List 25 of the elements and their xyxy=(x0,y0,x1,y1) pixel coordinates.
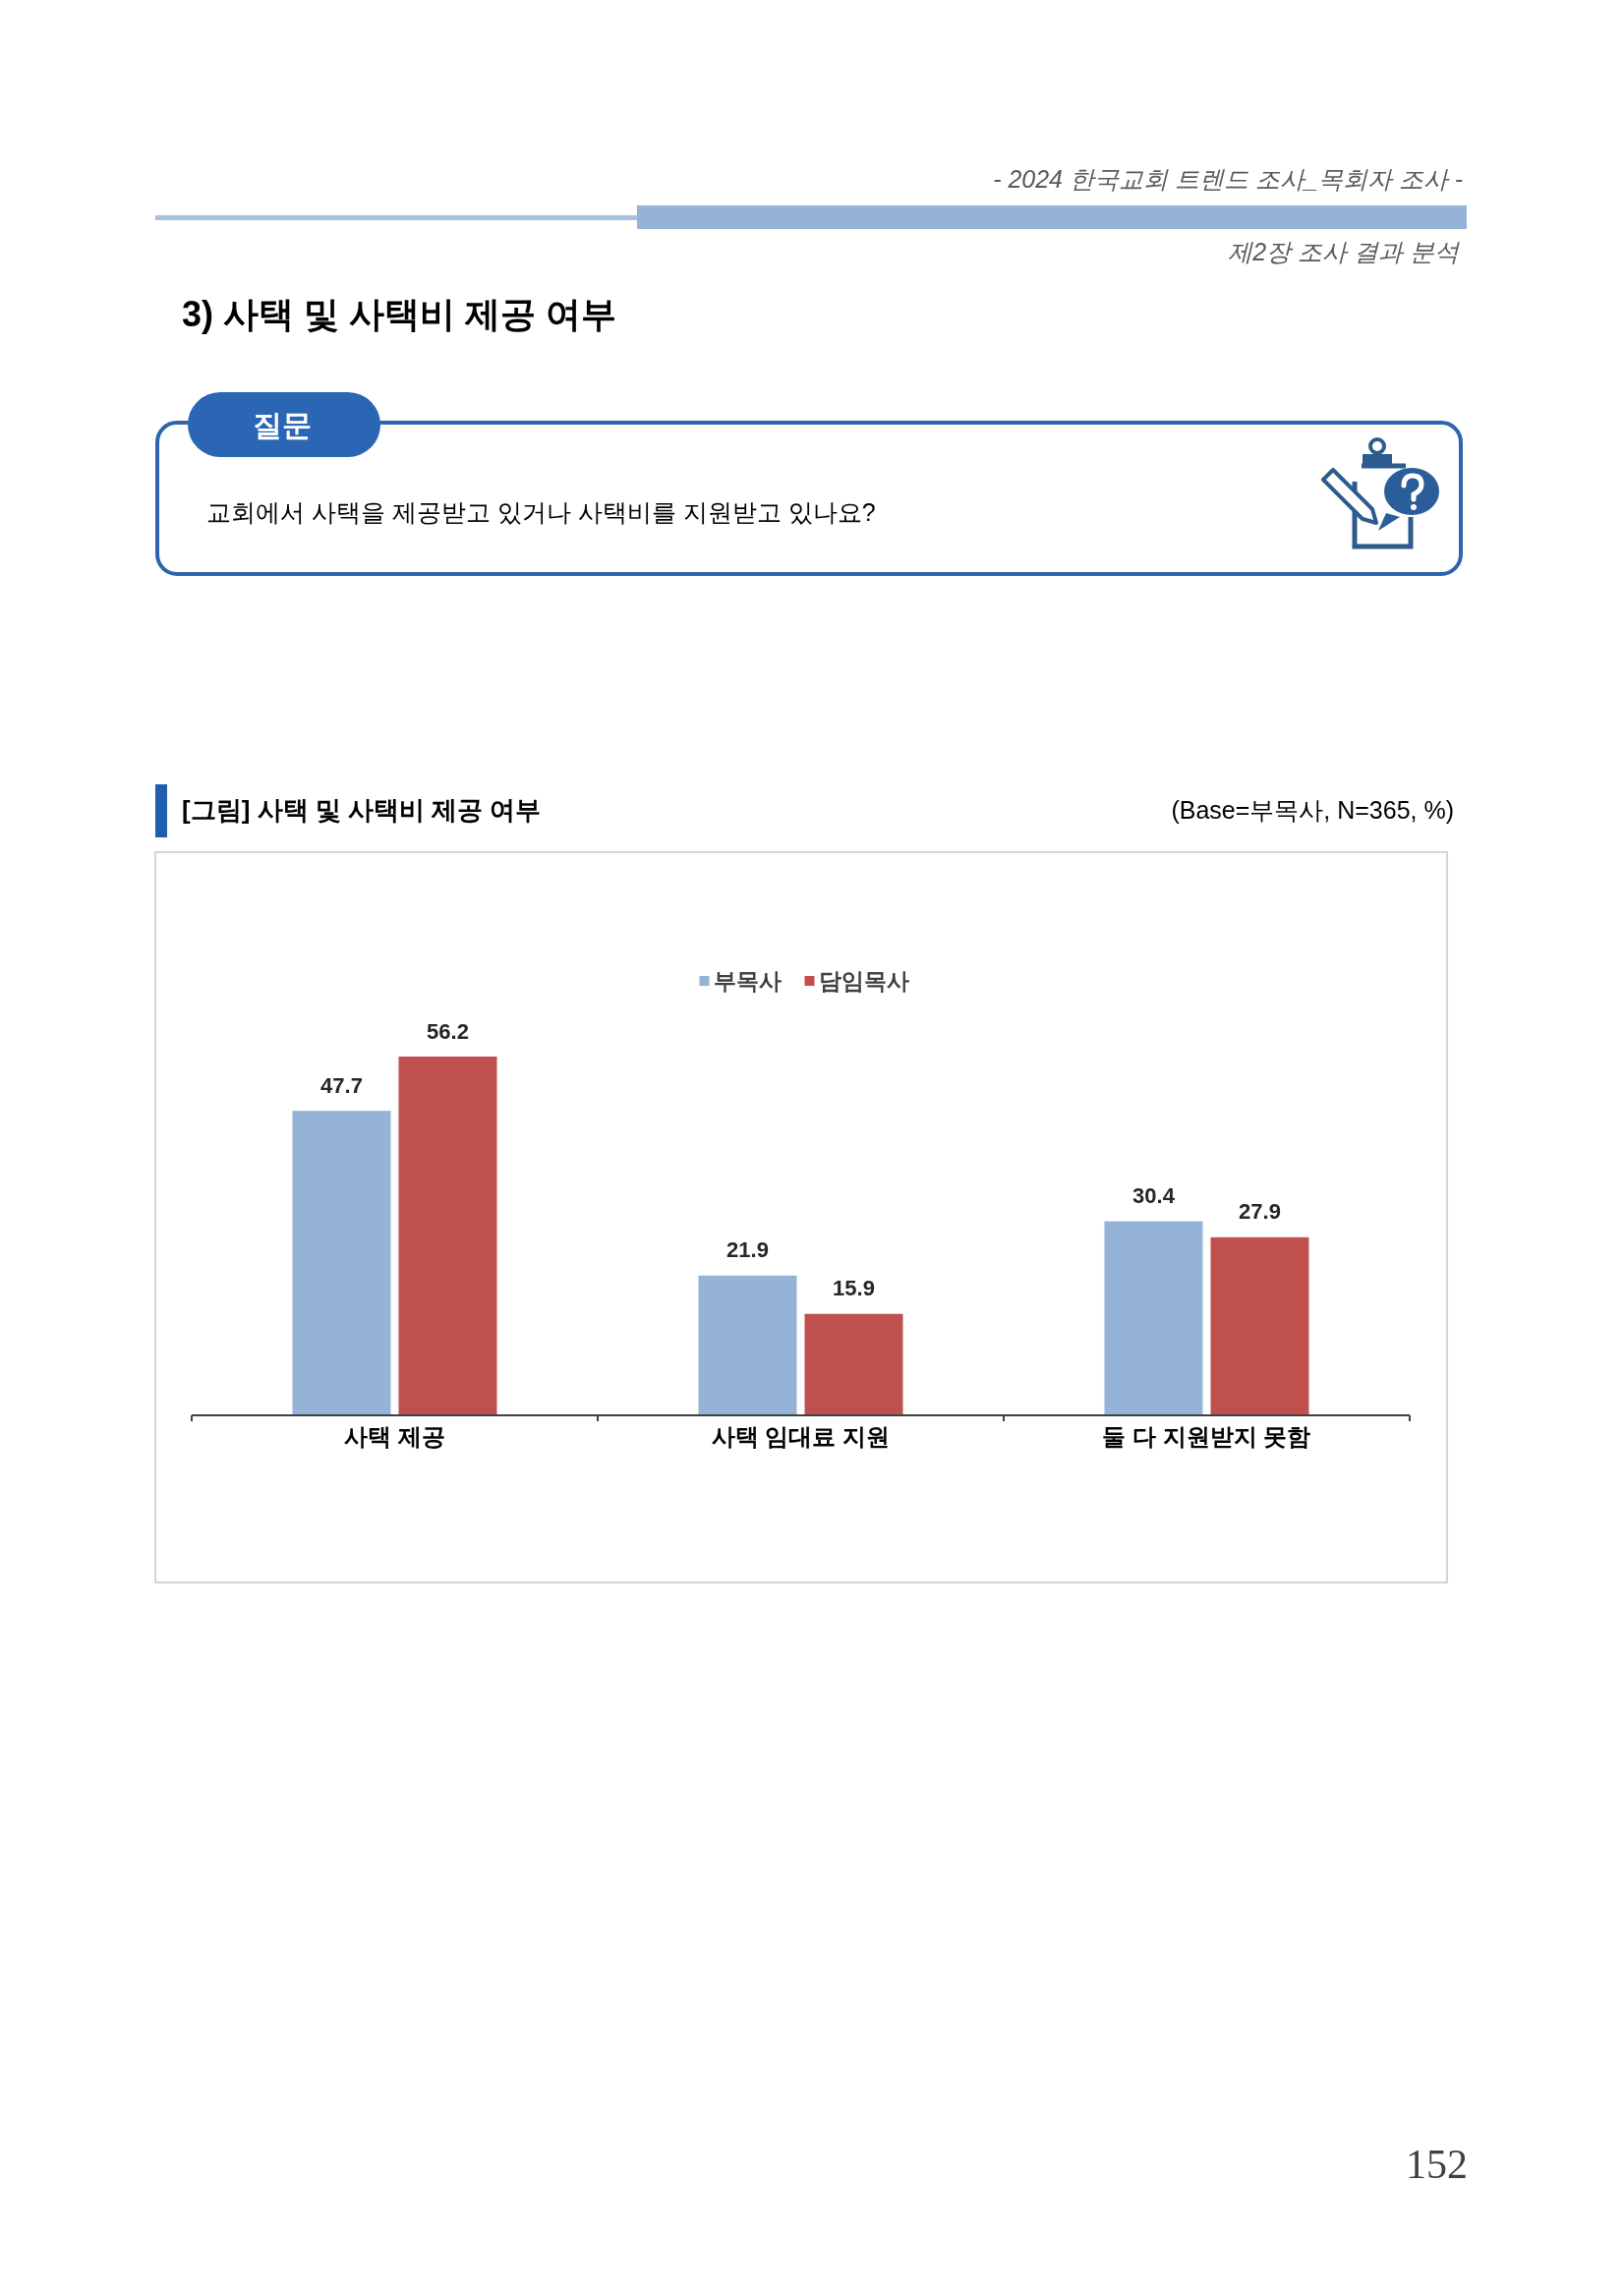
data-label: 27.9 xyxy=(1239,1199,1281,1225)
data-label: 56.2 xyxy=(427,1018,469,1044)
legend-label: 담임목사 xyxy=(818,968,909,994)
text: 교회에서 사택을 제공받고 있거나 사택비를 지원받고 있나요? xyxy=(206,498,876,526)
data-label: 30.4 xyxy=(1132,1183,1176,1209)
x-tick-label: 사택 임대료 지원 xyxy=(711,1422,891,1450)
chart-title: [그림] 사택 및 사택비 제공 여부 xyxy=(182,795,542,825)
data-label: 15.9 xyxy=(833,1276,875,1301)
bar xyxy=(292,1111,391,1415)
text: 제2장 조사 결과 분석 xyxy=(1228,238,1460,265)
text: 3) 사택 및 사택비 제공 여부 xyxy=(182,293,617,334)
x-tick-label: 둘 다 지원받지 못함 xyxy=(1102,1422,1311,1450)
text: - 2024 한국교회 트렌드 조사_목회자 조사 - xyxy=(993,165,1463,193)
bar xyxy=(398,1057,497,1415)
bar xyxy=(1210,1236,1309,1415)
bar xyxy=(1104,1221,1203,1415)
data-label: 47.7 xyxy=(320,1072,363,1098)
bar xyxy=(698,1275,797,1415)
chart-subtitle: (Base=부목사, N=365, %) xyxy=(1171,796,1454,824)
data-label: 21.9 xyxy=(726,1237,769,1263)
text: 질문 xyxy=(253,408,312,441)
legend-label: 부목사 xyxy=(713,968,782,994)
x-tick-label: 사택 제공 xyxy=(344,1422,445,1450)
bar xyxy=(804,1313,903,1415)
text: 152 xyxy=(1406,2142,1468,2187)
